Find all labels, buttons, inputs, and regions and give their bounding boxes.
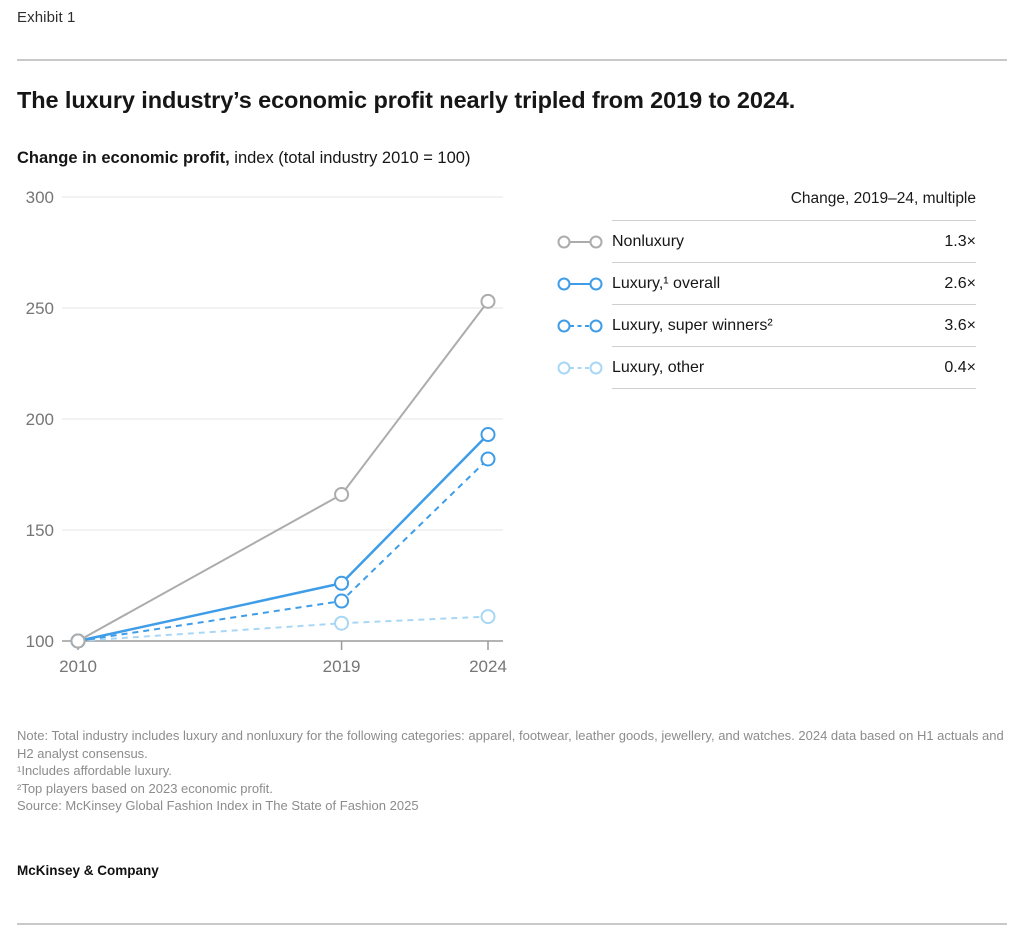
footnote-line: ¹Includes affordable luxury.	[17, 763, 172, 778]
chart-area: 100 150 200 250 300 2010 2019 2024	[17, 182, 537, 687]
legend-row-luxury-overall: Luxury,¹ overall 2.6×	[557, 263, 976, 305]
svg-text:150: 150	[26, 521, 54, 540]
chart-subtitle: Change in economic profit, index (total …	[17, 149, 1007, 168]
line-marker-icon	[557, 305, 612, 347]
footnote-line: Source: McKinsey Global Fashion Index in…	[17, 798, 419, 813]
svg-text:2010: 2010	[59, 657, 97, 676]
legend-value: 0.4×	[944, 358, 976, 376]
footnote-line: ²Top players based on 2023 economic prof…	[17, 780, 273, 796]
svg-text:300: 300	[26, 188, 54, 207]
exhibit-page: Exhibit 1 The luxury industry’s economic…	[17, 0, 1007, 925]
exhibit-label: Exhibit 1	[17, 9, 76, 26]
line-marker-icon	[557, 347, 612, 389]
legend-rows: Nonluxury 1.3× Luxury,¹ overall 2.6× Lux…	[557, 221, 976, 389]
legend-value: 2.6×	[944, 274, 976, 292]
legend-row-nonluxury: Nonluxury 1.3×	[557, 221, 976, 263]
svg-text:100: 100	[26, 632, 54, 651]
legend-label: Luxury, super winners²	[612, 316, 773, 334]
profit-chart: 100 150 200 250 300 2010 2019 2024	[26, 188, 507, 676]
top-divider	[17, 59, 1007, 61]
svg-text:2019: 2019	[323, 657, 361, 676]
mckinsey-brand: McKinsey & Company	[17, 862, 159, 878]
legend-header-row: Change, 2019–24, multiple	[612, 190, 976, 221]
footnotes: Note: Total industry includes luxury and…	[17, 727, 1007, 815]
footnote-line: Note: Total industry includes luxury and…	[17, 728, 1004, 761]
legend-header-text: Change, 2019–24, multiple	[612, 190, 976, 220]
svg-text:250: 250	[26, 299, 54, 318]
legend-label: Luxury,¹ overall	[612, 274, 721, 292]
line-marker-icon	[557, 221, 612, 263]
svg-text:2024: 2024	[469, 657, 507, 676]
legend-table: Change, 2019–24, multiple Nonluxury 1.3×…	[557, 190, 976, 389]
svg-text:200: 200	[26, 410, 54, 429]
line-marker-icon	[557, 263, 612, 305]
legend-header-rest: multiple	[918, 190, 976, 207]
chart-and-legend: 100 150 200 250 300 2010 2019 2024 Change, 2019…	[17, 182, 1007, 687]
chart-subtitle-bold: Change in economic profit,	[17, 149, 230, 167]
legend-value: 3.6×	[944, 316, 976, 334]
legend-label: Luxury, other	[612, 358, 705, 376]
page-title: The luxury industry’s economic profit ne…	[17, 87, 796, 113]
legend-row-luxury-super-winners: Luxury, super winners² 3.6×	[557, 305, 976, 347]
legend-header-bold: Change, 2019–24,	[790, 190, 919, 207]
legend-row-luxury-other: Luxury, other 0.4×	[557, 347, 976, 389]
legend-label: Nonluxury	[612, 232, 685, 250]
bottom-divider	[17, 922, 1007, 925]
legend-value: 1.3×	[944, 232, 976, 250]
chart-subtitle-rest: index (total industry 2010 = 100)	[229, 149, 471, 167]
